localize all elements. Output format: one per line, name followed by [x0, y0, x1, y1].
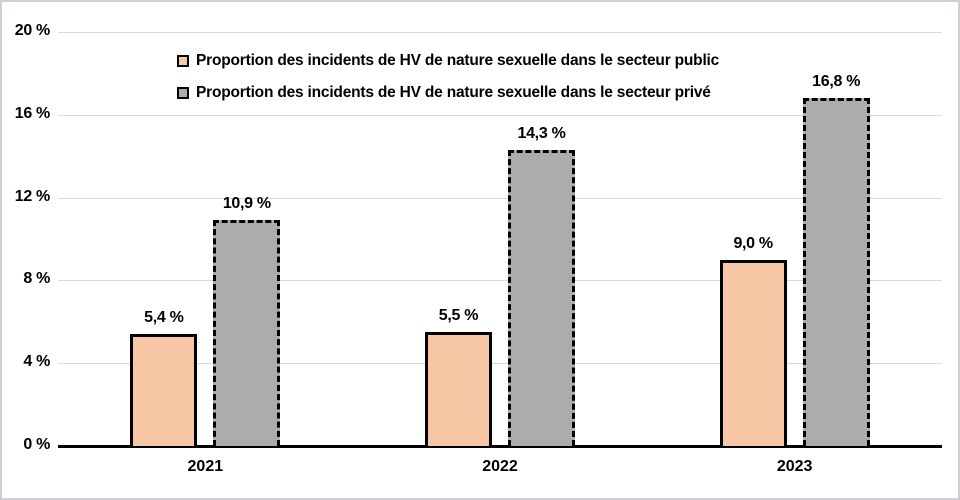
x-tick-label-2023: 2023 — [776, 458, 813, 475]
bar-prive-2021 — [213, 220, 281, 446]
bar-prive-2023 — [802, 98, 870, 446]
y-tick-label-4: 4 % — [23, 353, 50, 371]
value-label-prive-2022: 14,3 % — [517, 125, 566, 142]
value-label-public-2023: 9,0 % — [733, 235, 773, 252]
gridline-20 — [58, 32, 942, 33]
value-label-prive-2023: 16,8 % — [812, 73, 861, 90]
bar-prive-2022 — [508, 150, 575, 446]
gridline-12 — [58, 197, 942, 199]
value-label-prive-2021: 10,9 % — [222, 195, 271, 212]
legend-item-public: Proportion des incidents de HV de nature… — [177, 52, 719, 70]
legend-marker-prive-icon — [177, 87, 189, 99]
x-axis-line — [58, 445, 942, 448]
legend-item-prive: Proportion des incidents de HV de nature… — [177, 84, 719, 102]
plot-area: 5,4 % 10,9 % 5,5 % 14,3 % 9,0 % 16,8 % — [58, 32, 942, 448]
bar-public-2022 — [425, 332, 492, 446]
legend: Proportion des incidents de HV de nature… — [177, 52, 719, 116]
gridline-16 — [58, 114, 942, 116]
gridline-4 — [58, 363, 942, 365]
y-tick-label-0: 0 % — [23, 436, 50, 453]
y-tick-label-16: 16 % — [14, 104, 51, 122]
bar-public-2023 — [719, 260, 787, 446]
gridline-8 — [58, 280, 942, 282]
y-tick-label-12: 12 % — [14, 187, 51, 205]
value-label-public-2021: 5,4 % — [144, 309, 184, 326]
legend-label-public: Proportion des incidents de HV de nature… — [196, 52, 720, 69]
x-tick-label-2021: 2021 — [187, 458, 224, 475]
legend-label-prive: Proportion des incidents de HV de nature… — [196, 84, 711, 101]
y-tick-label-20: 20 % — [14, 22, 51, 39]
y-tick-label-8: 8 % — [23, 270, 50, 288]
value-label-public-2022: 5,5 % — [438, 307, 479, 324]
bar-public-2021 — [130, 334, 198, 446]
legend-marker-public-icon — [177, 55, 189, 67]
x-tick-label-2022: 2022 — [482, 458, 518, 475]
